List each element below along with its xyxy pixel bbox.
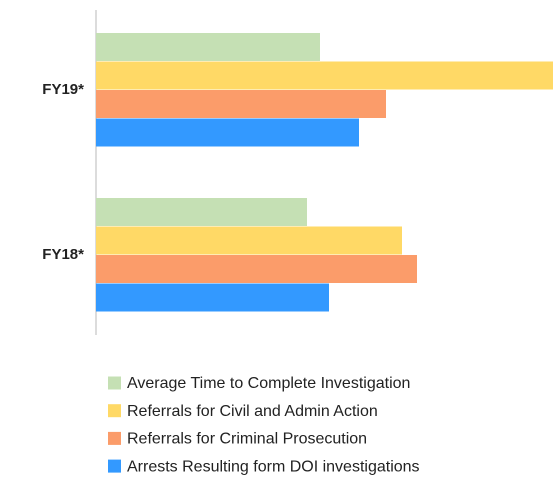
legend-label: Referrals for Civil and Admin Action (127, 403, 378, 420)
bar (96, 283, 329, 312)
legend-label: Average Time to Complete Investigation (127, 375, 410, 392)
category-label: FY18* (42, 246, 84, 263)
bar (96, 33, 320, 61)
category-label: FY19* (42, 81, 84, 98)
bar (96, 226, 402, 255)
bar (96, 255, 417, 283)
bar (96, 61, 553, 90)
legend-swatch (108, 431, 121, 445)
legend-swatch (108, 376, 121, 390)
legend-label: Referrals for Criminal Prosecution (127, 431, 367, 448)
legend-swatch (108, 404, 121, 418)
bar (96, 118, 359, 147)
bar (96, 90, 386, 118)
legend-swatch (108, 459, 121, 473)
legend-label: Arrests Resulting form DOI investigation… (127, 458, 420, 475)
bar (96, 198, 307, 226)
